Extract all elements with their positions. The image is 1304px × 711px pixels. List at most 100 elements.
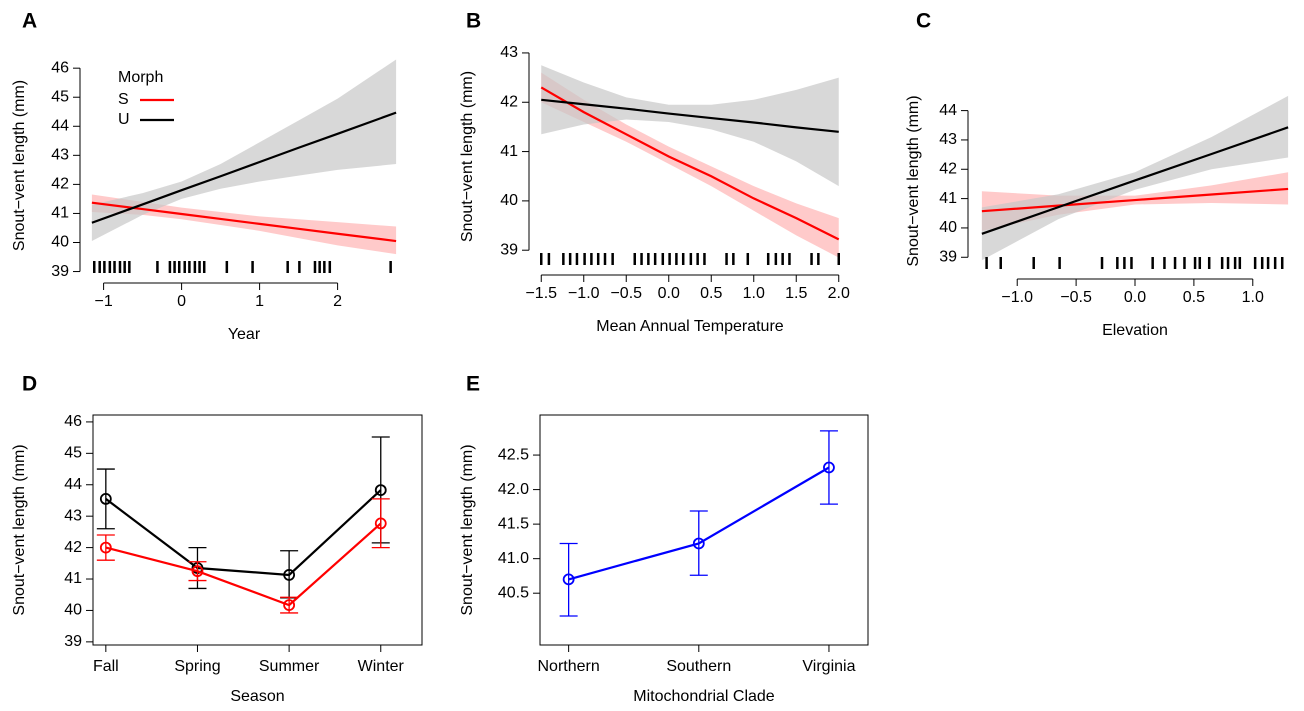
panel-letter: E	[466, 373, 480, 396]
error-bar	[559, 542, 578, 617]
x-axis-title: Season	[230, 688, 284, 705]
y-tick-label: 39	[939, 248, 957, 265]
y-tick-label: 42	[500, 93, 518, 110]
point	[374, 517, 387, 530]
x-axis-title: Mean Annual Temperature	[596, 318, 783, 335]
x-tick-label: −1.5	[525, 285, 557, 302]
x-axis-title: Elevation	[1102, 322, 1168, 339]
y-tick-label: 43	[500, 44, 518, 61]
legend-title: Morph	[118, 69, 163, 86]
confidence-band	[981, 172, 1289, 231]
point	[823, 461, 835, 474]
x-tick-label: Summer	[259, 658, 320, 675]
x-tick-label: 0	[177, 293, 186, 310]
y-tick-label: 39	[64, 633, 82, 650]
panel-letter: D	[22, 373, 37, 396]
x-tick-label: Virginia	[802, 658, 855, 675]
legend-label: S	[118, 91, 129, 108]
x-axis-title: Year	[228, 326, 261, 343]
y-tick-label: 43	[939, 131, 957, 148]
x-tick-label: 1	[255, 293, 264, 310]
y-tick-label: 42.5	[498, 446, 529, 463]
x-tick-label: Southern	[666, 658, 731, 675]
error-bar	[371, 498, 390, 549]
y-tick-label: 45	[51, 88, 69, 105]
x-tick-label: −0.5	[610, 285, 642, 302]
confidence-band	[91, 59, 397, 242]
confidence-band	[981, 95, 1289, 261]
plot-box	[539, 414, 869, 646]
point	[191, 565, 204, 578]
y-tick-label: 43	[51, 147, 69, 164]
series-line	[105, 489, 382, 577]
y-tick-label: 39	[51, 263, 69, 280]
x-tick-label: Spring	[174, 658, 220, 675]
x-tick-label: −1.0	[1001, 289, 1033, 306]
y-tick-label: 44	[939, 102, 957, 119]
point	[99, 541, 112, 554]
point	[99, 492, 112, 505]
y-tick-label: 46	[64, 413, 82, 430]
x-tick-label: 0.5	[700, 285, 722, 302]
fit-line	[981, 187, 1289, 213]
panel-letter: C	[916, 10, 931, 33]
x-tick-label: 0.0	[658, 285, 680, 302]
y-tick-label: 43	[64, 507, 82, 524]
x-tick-label: 1.5	[785, 285, 807, 302]
fit-line	[541, 98, 839, 133]
y-tick-label: 42	[64, 539, 82, 556]
y-tick-label: 41	[51, 205, 69, 222]
plot-box	[92, 414, 423, 646]
point	[692, 537, 705, 550]
panel-letter: B	[466, 10, 481, 33]
y-axis-title: Snout−vent length (mm)	[905, 95, 922, 266]
fit-line	[91, 201, 397, 243]
x-tick-label: 2.0	[828, 285, 850, 302]
y-axis-title: Snout−vent length (mm)	[459, 71, 476, 242]
y-tick-label: 41.0	[498, 550, 529, 567]
series-line	[105, 522, 382, 607]
fit-line	[540, 86, 840, 241]
point	[283, 599, 296, 611]
x-tick-label: Northern	[538, 658, 600, 675]
confidence-band	[541, 65, 839, 187]
series-line	[568, 466, 830, 581]
y-tick-label: 46	[51, 59, 69, 76]
x-tick-label: −1	[94, 293, 112, 310]
y-tick-label: 42	[51, 176, 69, 193]
point	[283, 569, 296, 581]
fit-line	[981, 126, 1289, 235]
x-tick-label: 0.0	[1124, 289, 1146, 306]
x-tick-label: 0.5	[1183, 289, 1205, 306]
x-tick-label: 1.0	[743, 285, 765, 302]
y-tick-label: 41.5	[498, 515, 529, 532]
y-tick-label: 41	[64, 570, 82, 587]
x-tick-label: −0.5	[1060, 289, 1092, 306]
x-tick-label: 1.0	[1242, 289, 1264, 306]
y-tick-label: 44	[51, 117, 69, 134]
y-tick-label: 41	[939, 190, 957, 207]
confidence-band	[91, 194, 397, 255]
y-tick-label: 40	[939, 219, 957, 236]
x-tick-label: Winter	[358, 658, 405, 675]
y-tick-label: 42.0	[498, 481, 529, 498]
y-tick-label: 40	[51, 234, 69, 251]
y-tick-label: 39	[500, 241, 518, 258]
y-tick-label: 40.5	[498, 584, 529, 601]
x-tick-label: 2	[333, 293, 342, 310]
y-axis-title: Snout−vent length (mm)	[11, 80, 28, 251]
panel-letter: A	[22, 10, 37, 33]
y-tick-label: 41	[500, 143, 518, 160]
point	[374, 484, 387, 496]
legend-label: U	[118, 111, 130, 128]
point	[562, 573, 575, 586]
y-tick-label: 44	[64, 476, 82, 493]
y-axis-title: Snout−vent length (mm)	[459, 444, 476, 615]
fit-line	[91, 111, 397, 224]
y-tick-label: 40	[64, 602, 82, 619]
x-axis-title: Mitochondrial Clade	[633, 688, 775, 705]
y-axis-title: Snout−vent length (mm)	[11, 444, 28, 615]
x-tick-label: −1.0	[568, 285, 600, 302]
y-tick-label: 42	[939, 160, 957, 177]
